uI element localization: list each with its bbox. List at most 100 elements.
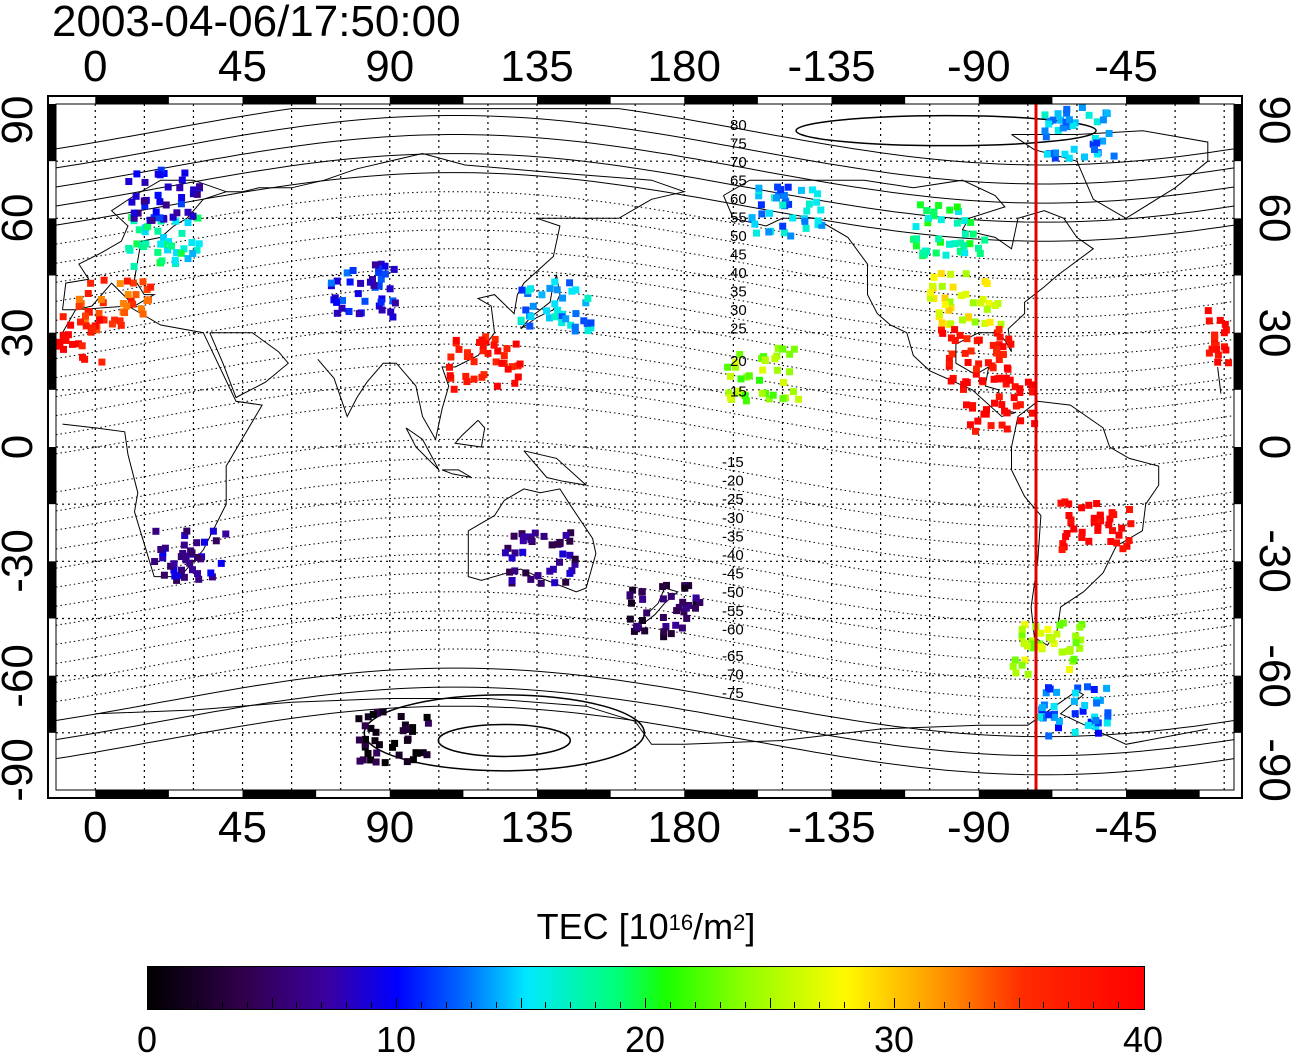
tec-cell [1220, 329, 1228, 337]
tec-cell [923, 207, 931, 215]
colorbar [147, 966, 1145, 1010]
tec-cell [494, 347, 502, 355]
colorbar-minor-tick [470, 1002, 472, 1008]
tec-cell [527, 313, 535, 320]
tec-cell [56, 342, 64, 350]
tec-cell [423, 713, 431, 721]
tec-cell [117, 321, 125, 329]
colorbar-minor-tick [420, 1002, 422, 1008]
tec-cell [1105, 521, 1113, 529]
colorbar-minor-tick [570, 1002, 572, 1008]
tec-cell [387, 308, 395, 316]
tec-cell [998, 421, 1006, 429]
tec-cell [194, 570, 201, 578]
bottom-longitude-label: 0 [83, 803, 108, 852]
colorbar-minor-tick [1018, 998, 1020, 1008]
colorbar-minor-tick [1068, 1002, 1070, 1008]
tec-cell [798, 186, 805, 194]
tec-cell [779, 201, 787, 209]
tec-cell [685, 582, 693, 590]
tec-cell [1212, 341, 1220, 349]
tec-cell [1119, 545, 1127, 553]
tec-cell [508, 577, 516, 584]
colorbar-minor-tick [221, 1002, 223, 1008]
tec-cell [1204, 307, 1212, 315]
mlat-contour [55, 108, 1235, 166]
tec-cell [377, 275, 385, 283]
tec-cell [766, 209, 773, 217]
tec-cell [357, 279, 365, 287]
coastline [520, 273, 561, 330]
tec-cell [189, 566, 196, 574]
tec-cell [78, 342, 86, 350]
left-latitude-label: -90 [0, 738, 42, 802]
tec-cell [751, 220, 759, 228]
tec-cell [1059, 619, 1067, 627]
tec-cell [349, 267, 357, 274]
tec-cell [732, 358, 740, 366]
tec-cell [161, 544, 169, 552]
tec-cell [373, 709, 381, 717]
colorbar-minor-tick [968, 1002, 970, 1008]
tec-cell [171, 256, 179, 264]
top-longitude-label: 135 [500, 42, 574, 91]
tec-cell [1067, 516, 1075, 524]
tec-cell [375, 282, 383, 290]
tec-cell [345, 308, 353, 315]
tec-cell [403, 726, 411, 733]
tec-cell [144, 223, 152, 231]
tec-cell [517, 316, 525, 324]
tec-cell [178, 229, 186, 237]
tec-cell [531, 529, 539, 537]
tec-cell [803, 207, 811, 215]
tec-cell [164, 246, 172, 254]
tec-cell [1104, 713, 1112, 721]
tec-cell [1011, 656, 1019, 664]
tec-cell [546, 284, 554, 292]
tec-cell [190, 186, 198, 194]
tec-cell [1057, 499, 1065, 507]
tec-cell [937, 216, 945, 224]
tec-cell [1045, 711, 1053, 719]
tec-cell [154, 227, 162, 235]
tec-cell [724, 363, 732, 371]
tec-cell [178, 176, 186, 184]
tec-cell [779, 345, 787, 353]
frame-tick-bar [242, 790, 317, 798]
mlat-contour [55, 629, 1235, 699]
tec-cell [1018, 625, 1026, 633]
colorbar-tick-label: 30 [873, 1019, 915, 1060]
tec-cell [82, 322, 90, 330]
tec-cell [116, 280, 124, 288]
tec-cell [924, 214, 932, 222]
tec-cell [355, 310, 363, 318]
colorbar-minor-tick [321, 1002, 323, 1008]
tec-cell [963, 379, 971, 386]
frame-tick-bar [978, 790, 1053, 798]
mlat-label: 25 [730, 321, 747, 338]
tec-cell [1042, 689, 1050, 697]
tec-cell [562, 531, 570, 539]
tec-cell [1105, 130, 1113, 137]
tec-cell [464, 349, 471, 357]
tec-cell [189, 212, 197, 220]
mlat-contour [55, 153, 1235, 223]
tec-cell [1041, 111, 1049, 119]
tec-cell [790, 388, 797, 396]
tec-cell [157, 240, 165, 248]
tec-cell [518, 286, 526, 294]
tec-cell [527, 575, 535, 583]
tec-cell [375, 741, 383, 749]
tec-cell [339, 297, 346, 304]
tec-cell [450, 385, 458, 393]
tec-cell [1205, 317, 1213, 325]
tec-cell [1097, 517, 1105, 525]
tec-cell [64, 331, 72, 339]
tec-cell [961, 349, 969, 357]
mlat-label: -45 [722, 566, 744, 583]
tec-cell [1029, 640, 1037, 648]
tec-cell [1017, 417, 1025, 425]
tec-cell [172, 217, 180, 225]
top-longitude-label: 0 [83, 42, 108, 91]
tec-cell [912, 223, 920, 231]
